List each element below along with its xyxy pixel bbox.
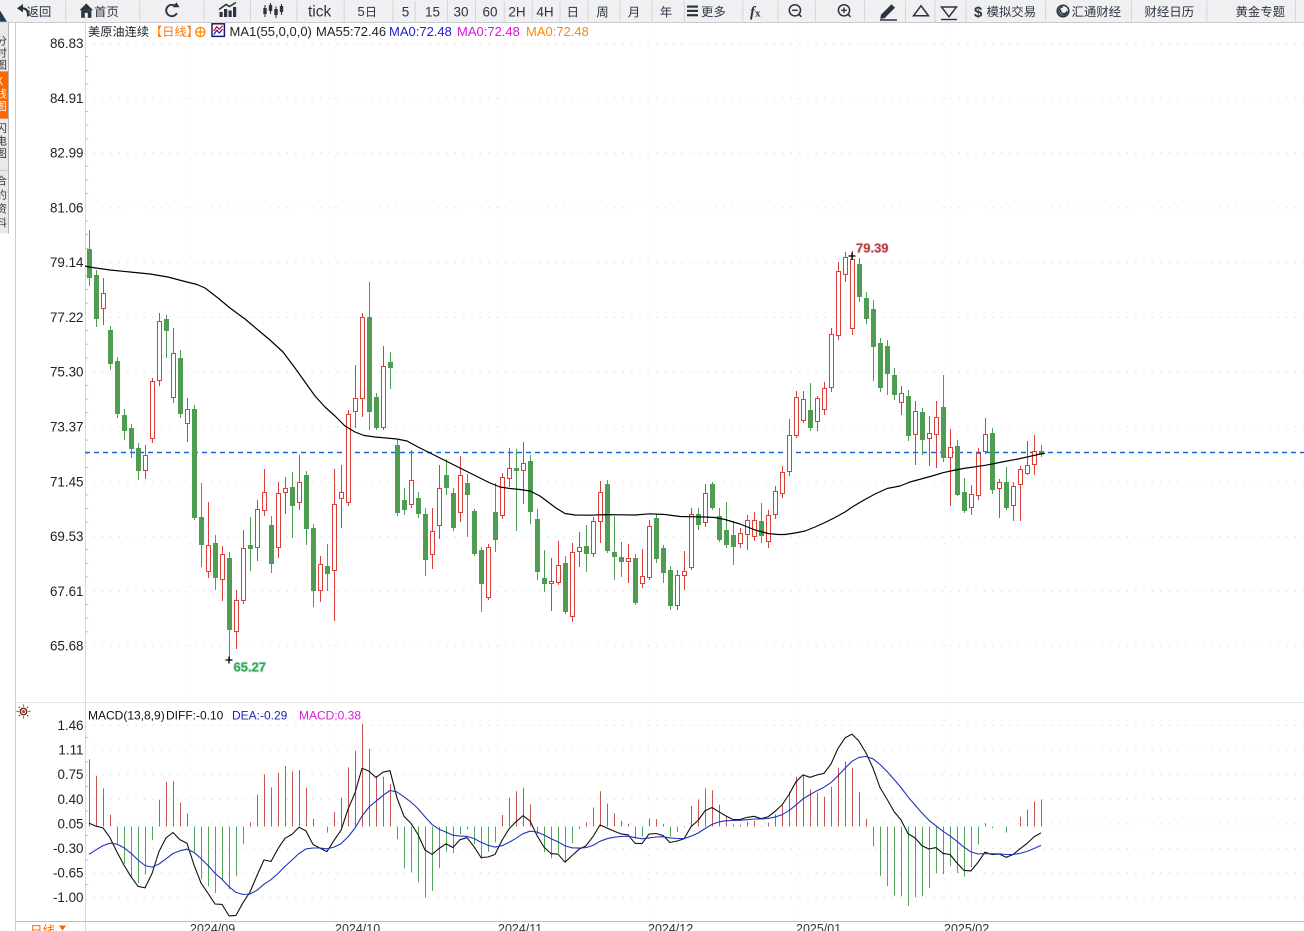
svg-text:71.45: 71.45 [50,474,84,489]
svg-text:$: $ [974,4,983,21]
svg-text:79.39: 79.39 [856,241,889,256]
svg-text:79.14: 79.14 [50,255,84,270]
svg-text:0.40: 0.40 [57,792,83,807]
svg-text:1.46: 1.46 [57,718,83,733]
svg-text:MA0:72.48: MA0:72.48 [389,24,452,39]
svg-text:65.27: 65.27 [234,660,267,675]
svg-text:1.11: 1.11 [58,743,83,758]
svg-text:60: 60 [482,4,497,19]
svg-text:5: 5 [402,4,410,19]
svg-text:DEA:-0.29: DEA:-0.29 [232,709,288,723]
svg-text:MA55:72.46: MA55:72.46 [316,24,386,39]
svg-text:2024/11: 2024/11 [498,922,542,931]
svg-text:5: 5 [358,4,365,19]
svg-text:MA0:72.48: MA0:72.48 [526,24,589,39]
svg-text:65.68: 65.68 [50,639,84,654]
svg-text:2025/02: 2025/02 [944,922,989,931]
svg-text:2024/10: 2024/10 [335,922,380,931]
svg-text:81.06: 81.06 [50,200,84,215]
svg-text:-1.00: -1.00 [53,890,84,905]
svg-text:-0.65: -0.65 [53,866,84,881]
svg-text:67.61: 67.61 [50,584,84,599]
svg-text:-0.30: -0.30 [53,841,84,856]
svg-text:0.05: 0.05 [57,816,83,831]
svg-text:0.75: 0.75 [57,767,83,782]
svg-text:2H: 2H [508,4,525,19]
svg-text:86.83: 86.83 [50,36,84,51]
svg-text:MACD(13,8,9): MACD(13,8,9) [88,709,165,723]
svg-text:DIFF:-0.10: DIFF:-0.10 [166,709,224,723]
svg-text:69.53: 69.53 [50,529,84,544]
svg-text:MA0:72.48: MA0:72.48 [457,24,520,39]
svg-text:73.37: 73.37 [50,420,84,435]
svg-text:4H: 4H [536,4,553,19]
svg-text:79.39: 79.39 [856,241,889,256]
svg-text:fx: fx [750,5,761,21]
svg-text:84.91: 84.91 [50,91,84,106]
svg-text:tick: tick [308,4,332,21]
svg-text:MA1(55,0,0,0): MA1(55,0,0,0) [230,24,312,39]
svg-text:77.22: 77.22 [50,310,84,325]
svg-text:2025/01: 2025/01 [796,922,841,931]
svg-text:75.30: 75.30 [50,365,84,380]
svg-text:65.27: 65.27 [234,660,267,675]
svg-text:15: 15 [425,4,440,19]
svg-text:2024/09: 2024/09 [190,922,235,931]
svg-text:30: 30 [453,4,468,19]
svg-text:2024/12: 2024/12 [648,922,693,931]
svg-text:82.99: 82.99 [50,146,84,161]
svg-text:MACD:0.38: MACD:0.38 [299,709,361,723]
